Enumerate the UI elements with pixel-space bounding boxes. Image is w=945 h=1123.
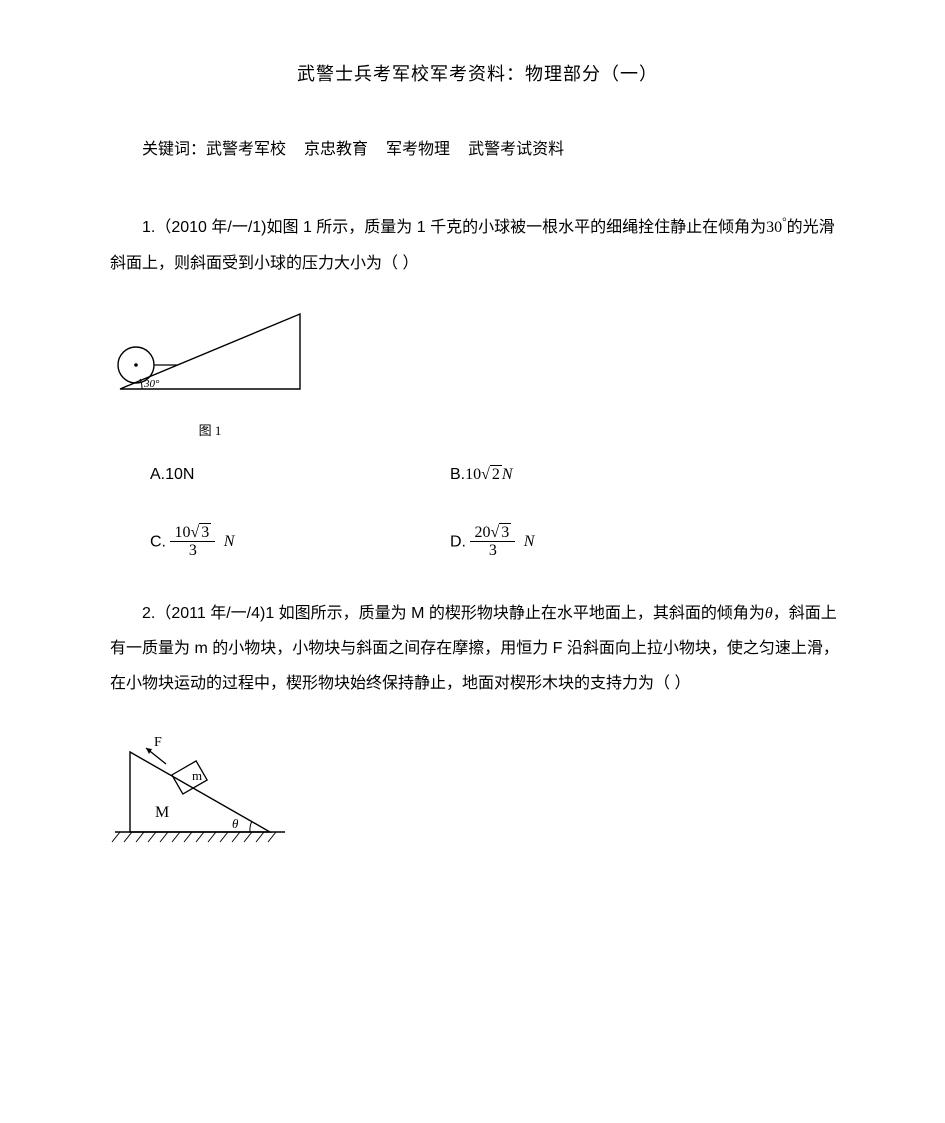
keyword-2: 京忠教育 <box>304 141 368 158</box>
opt-a-value: 10N <box>165 466 194 483</box>
opt-b-unit: N <box>502 466 513 483</box>
theta-label: θ <box>232 816 239 831</box>
wedge-M-label: M <box>155 804 169 821</box>
q2-line4: 形木块的支持力为（ ） <box>526 675 690 692</box>
q1-figure-caption: 图 1 <box>110 421 310 442</box>
opt-b-radicand: 2 <box>490 465 502 483</box>
opt-a-label: A. <box>150 466 165 483</box>
opt-d-num-rad: 3 <box>499 523 511 541</box>
q1-options-row2: C. 10√3 3 N D. 20√3 3 N <box>150 524 845 560</box>
keyword-4: 武警考试资料 <box>468 141 564 158</box>
opt-c-num-coef: 10 <box>174 524 190 541</box>
q2-text: 2.（2011 年/一/4)1 如图所示，质量为 M 的楔形物块静止在水平地面上… <box>110 596 845 702</box>
q1-prefix: 1.（2010 年/一/1)如图 1 所示，质量为 1 千克的小球被一根水平的细… <box>142 219 766 236</box>
q1-options-row1: A.10N B.10√2N <box>150 462 845 488</box>
keyword-1: 武警考军校 <box>206 141 286 158</box>
q1-text: 1.（2010 年/一/1)如图 1 所示，质量为 1 千克的小球被一根水平的细… <box>110 210 845 280</box>
block-m-label: m <box>192 768 202 783</box>
wedge-shape <box>130 752 270 832</box>
ball-center <box>134 363 138 367</box>
q1-option-d: D. 20√3 3 N <box>450 524 750 560</box>
q1-angle: 30 <box>766 219 782 236</box>
q2-figure: F m M θ <box>110 732 845 871</box>
opt-c-num-rad: 3 <box>199 523 211 541</box>
document-title: 武警士兵考军校军考资料：物理部分（一） <box>110 60 845 89</box>
opt-d-num-coef: 20 <box>474 524 490 541</box>
ground-hatches <box>112 832 276 842</box>
q2-theta: θ <box>765 605 773 622</box>
q2-line2a: 角为 <box>733 605 765 622</box>
force-arrow-head <box>146 748 152 754</box>
opt-c-label: C. <box>150 533 166 550</box>
opt-d-label: D. <box>450 533 466 550</box>
keywords-line: 关键词：武警考军校 京忠教育 军考物理 武警考试资料 <box>110 137 845 163</box>
q1-option-a: A.10N <box>150 462 450 488</box>
q2-line1: 2.（2011 年/一/4)1 如图所示，质量为 M 的楔形物块静止在水平地面上… <box>142 605 733 622</box>
theta-arc <box>250 821 252 832</box>
opt-c-den: 3 <box>170 542 215 560</box>
opt-d-den: 3 <box>470 542 515 560</box>
opt-c-unit: N <box>224 533 235 550</box>
keyword-3: 军考物理 <box>386 141 450 158</box>
angle-label: 30° <box>143 378 160 390</box>
opt-b-label: B. <box>450 466 465 483</box>
opt-b-coef: 10 <box>465 466 481 483</box>
opt-d-unit: N <box>524 533 535 550</box>
keywords-label: 关键词： <box>142 141 206 158</box>
force-label: F <box>154 735 162 750</box>
q1-figure: 30° 图 1 <box>110 299 845 442</box>
q1-option-c: C. 10√3 3 N <box>150 524 450 560</box>
q1-option-b: B.10√2N <box>450 462 750 488</box>
